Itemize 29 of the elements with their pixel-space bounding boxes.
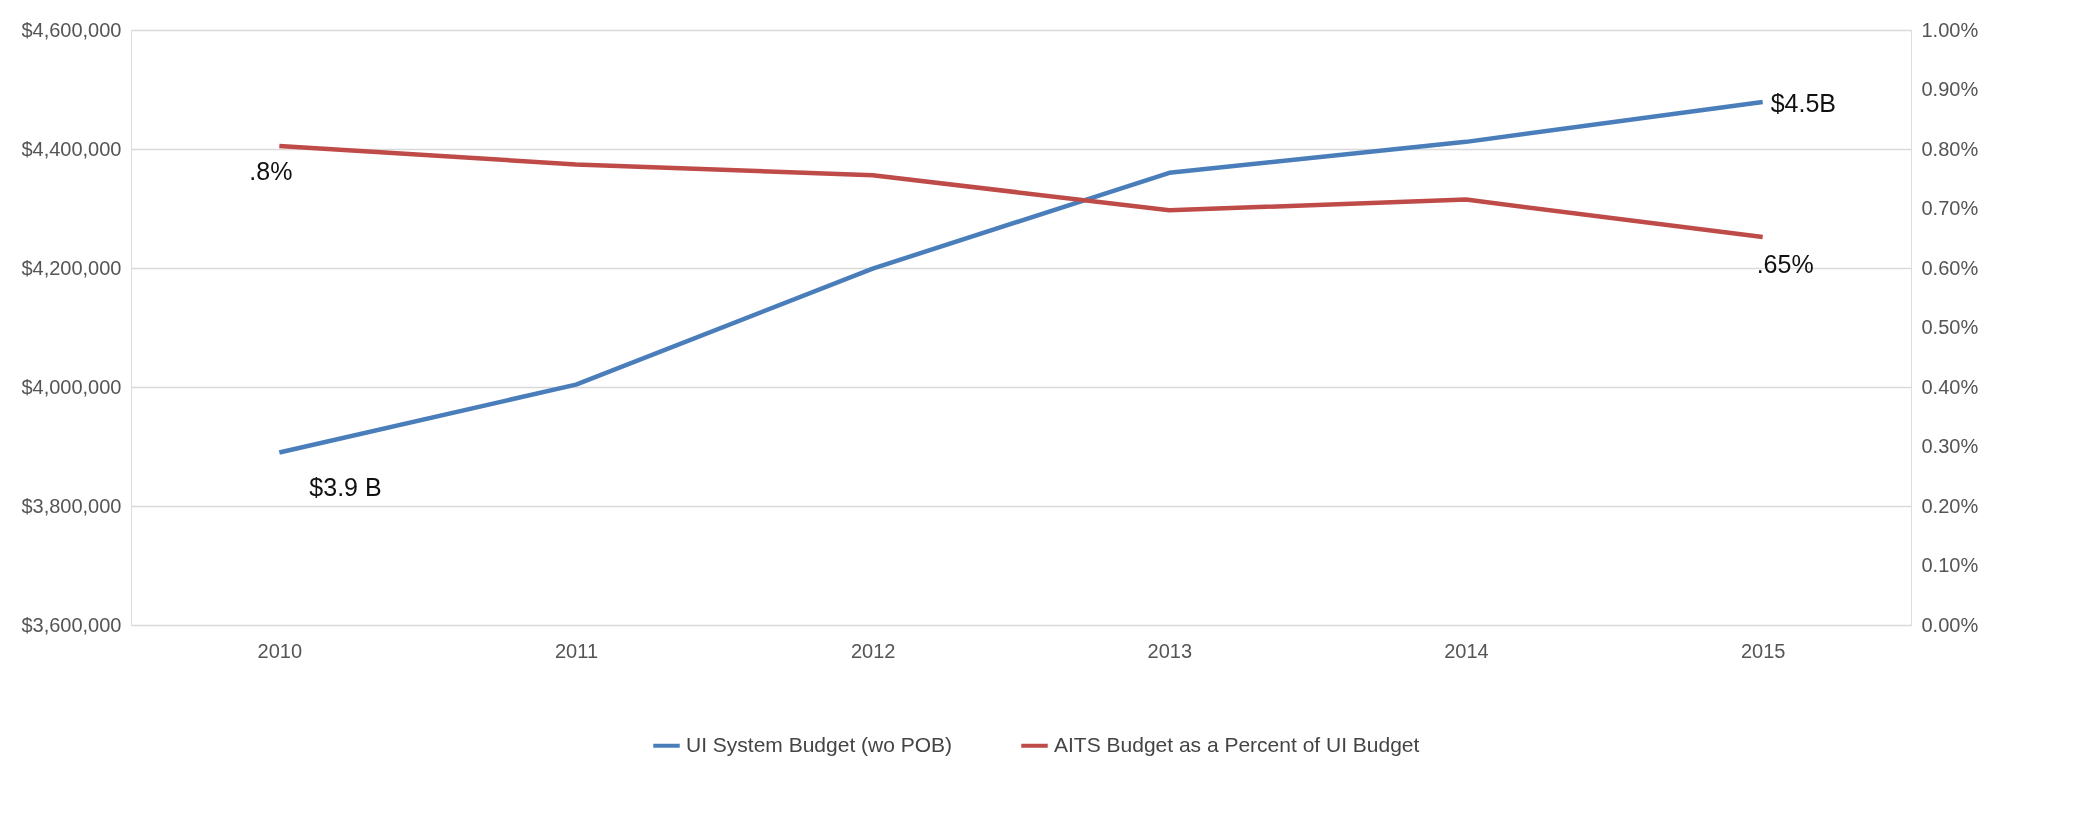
legend-label: AITS Budget as a Percent of UI Budget xyxy=(1054,732,1420,756)
y-tick-label: $4,600,000 xyxy=(21,18,122,41)
y-tick-label: $4,400,000 xyxy=(21,137,122,160)
y2-tick-label: 0.90% xyxy=(1921,78,1979,100)
annotation: $4.5B xyxy=(1770,89,1837,117)
annotation: .8% xyxy=(249,157,293,186)
y2-tick-label: 1.00% xyxy=(1921,18,1979,41)
x-tick-label: 2013 xyxy=(1147,639,1193,662)
x-tick-label: 2011 xyxy=(554,639,599,662)
x-tick-label: 2010 xyxy=(257,639,303,662)
y2-tick-label: 0.60% xyxy=(1921,256,1979,279)
annotation: .65% xyxy=(1756,250,1814,279)
y2-tick-label: 0.10% xyxy=(1921,554,1979,576)
x-tick-label: 2012 xyxy=(850,639,896,662)
y-tick-label: $3,800,000 xyxy=(21,494,122,517)
y2-tick-label: 0.70% xyxy=(1921,197,1979,219)
y-tick-label: $3,600,000 xyxy=(21,613,122,636)
y2-tick-label: 0.00% xyxy=(1921,613,1979,636)
x-tick-label: 2015 xyxy=(1740,639,1786,662)
y2-tick-label: 0.80% xyxy=(1921,137,1979,160)
y2-tick-label: 0.30% xyxy=(1921,435,1979,457)
legend-label: UI System Budget (wo POB) xyxy=(686,732,953,756)
y-tick-label: $4,200,000 xyxy=(21,256,122,279)
y-tick-label: $4,000,000 xyxy=(21,375,122,398)
x-tick-label: 2014 xyxy=(1444,639,1489,662)
annotation: $3.9 B xyxy=(309,473,382,502)
y2-tick-label: 0.40% xyxy=(1921,375,1979,398)
y2-tick-label: 0.50% xyxy=(1921,316,1979,338)
y2-tick-label: 0.20% xyxy=(1921,494,1979,517)
